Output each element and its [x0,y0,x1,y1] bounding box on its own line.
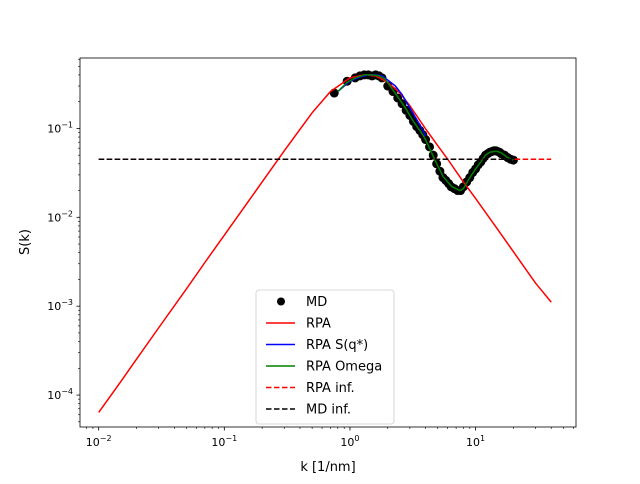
y-tick-label: 10−3 [47,298,73,313]
legend: MD RPA RPA S(q*) RPA Omega RPA inf. MD inf. [255,289,395,425]
legend-marker-md [277,297,285,306]
x-tick-label: 10−1 [211,434,237,449]
x-tick-label: 100 [340,434,359,449]
y-tick-label: 10−4 [47,387,73,402]
y-axis-label: S(k) [18,229,33,255]
y-axis: 10−4 10−3 10−2 10−1 [47,58,80,423]
x-tick-label: 10−2 [86,434,112,449]
series-rpa-omega-line [337,74,514,192]
x-axis: 10−2 10−1 100 101 [86,427,574,449]
series-layer [98,70,552,413]
y-tick-label: 10−1 [47,120,73,135]
legend-label: RPA Omega [306,360,382,375]
x-tick-label: 101 [466,434,485,449]
legend-label: RPA S(q*) [306,338,368,353]
legend-label: MD [306,295,327,310]
y-tick-label: 10−2 [47,209,73,224]
legend-label: RPA [306,317,331,332]
legend-label: MD inf. [306,403,351,418]
legend-label: RPA inf. [306,381,355,396]
x-axis-label: k [1/nm] [300,460,355,475]
plot-frame [79,57,577,428]
